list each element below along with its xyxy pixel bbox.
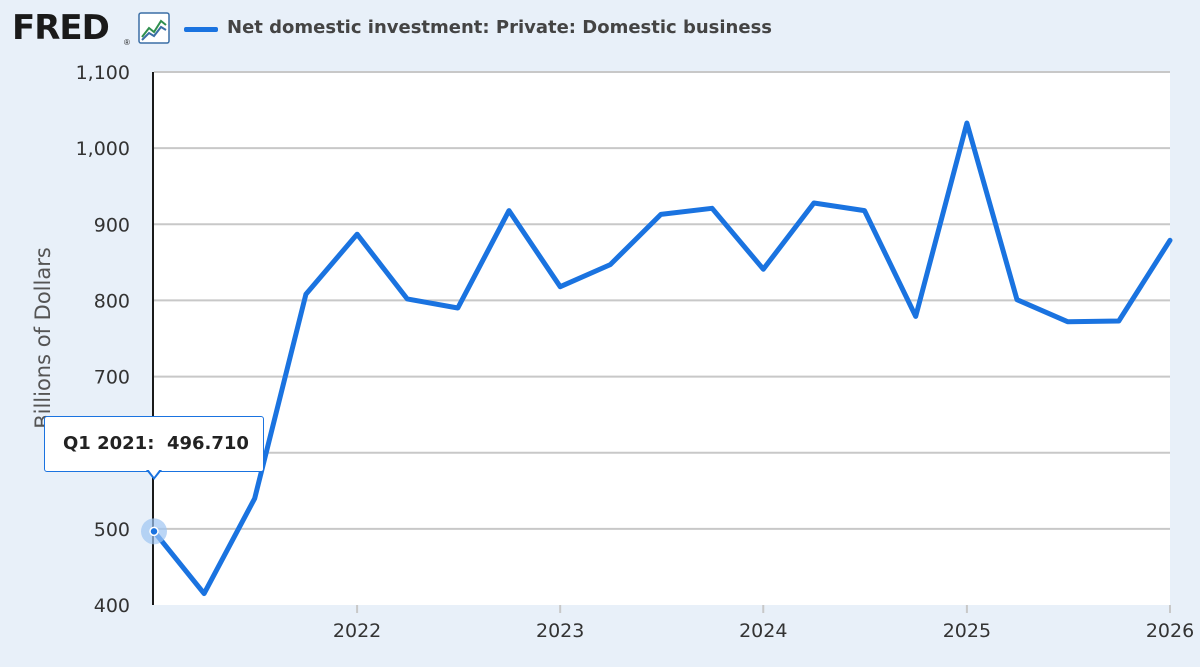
legend-swatch bbox=[184, 27, 218, 32]
x-tick-label: 2025 bbox=[943, 620, 991, 642]
y-tick-label: 1,000 bbox=[76, 138, 130, 160]
y-tick-label: 400 bbox=[94, 595, 130, 617]
data-point[interactable] bbox=[910, 310, 922, 322]
data-point[interactable] bbox=[351, 228, 363, 240]
hover-point[interactable] bbox=[149, 526, 159, 537]
y-tick-label: 800 bbox=[94, 290, 130, 312]
data-point[interactable] bbox=[1011, 294, 1023, 306]
data-point[interactable] bbox=[808, 197, 820, 209]
y-tick-label: 700 bbox=[94, 367, 130, 389]
data-point[interactable] bbox=[1113, 315, 1125, 327]
data-point[interactable] bbox=[859, 205, 871, 217]
tooltip-label: Q1 2021: bbox=[63, 433, 155, 454]
x-tick-label: 2022 bbox=[333, 620, 381, 642]
data-point[interactable] bbox=[452, 302, 464, 314]
legend-series-label: Net domestic investment: Private: Domest… bbox=[227, 17, 773, 38]
data-point[interactable] bbox=[757, 263, 769, 275]
y-tick-label: 1,100 bbox=[76, 62, 130, 84]
data-point[interactable] bbox=[604, 259, 616, 271]
data-point[interactable] bbox=[1062, 316, 1074, 328]
y-axis-label: Billions of Dollars bbox=[31, 247, 55, 429]
data-point[interactable] bbox=[961, 117, 973, 129]
registered-mark: ® bbox=[124, 38, 130, 47]
data-point[interactable] bbox=[706, 202, 718, 214]
data-point[interactable] bbox=[554, 281, 566, 293]
x-tick-label: 2024 bbox=[739, 620, 787, 642]
data-point[interactable] bbox=[249, 492, 261, 504]
y-tick-label: 900 bbox=[94, 214, 130, 236]
x-tick-label: 2026 bbox=[1146, 620, 1194, 642]
data-point[interactable] bbox=[198, 588, 210, 600]
data-point[interactable] bbox=[655, 208, 667, 220]
chart-header: FRED ® Net domestic investment: Private:… bbox=[0, 0, 1200, 62]
data-tooltip: Q1 2021: 496.710 bbox=[44, 416, 264, 472]
tooltip-pointer-fill bbox=[148, 469, 160, 477]
series-line[interactable] bbox=[151, 120, 1173, 597]
y-tick-label: 500 bbox=[94, 519, 130, 541]
data-point[interactable] bbox=[503, 205, 515, 217]
gridlines bbox=[154, 71, 1171, 613]
x-axis-ticks: 2022 2023 2024 2025 2026 bbox=[333, 620, 1194, 642]
x-tick-label: 2023 bbox=[536, 620, 584, 642]
plot-area bbox=[154, 72, 1170, 605]
data-point[interactable] bbox=[401, 293, 413, 305]
data-point[interactable] bbox=[300, 288, 312, 300]
tooltip-value: 496.710 bbox=[166, 433, 249, 454]
data-point[interactable] bbox=[1164, 234, 1176, 246]
fred-logo[interactable]: FRED bbox=[12, 8, 110, 48]
hover-marker bbox=[141, 518, 167, 545]
line-chart-icon[interactable] bbox=[138, 12, 170, 44]
